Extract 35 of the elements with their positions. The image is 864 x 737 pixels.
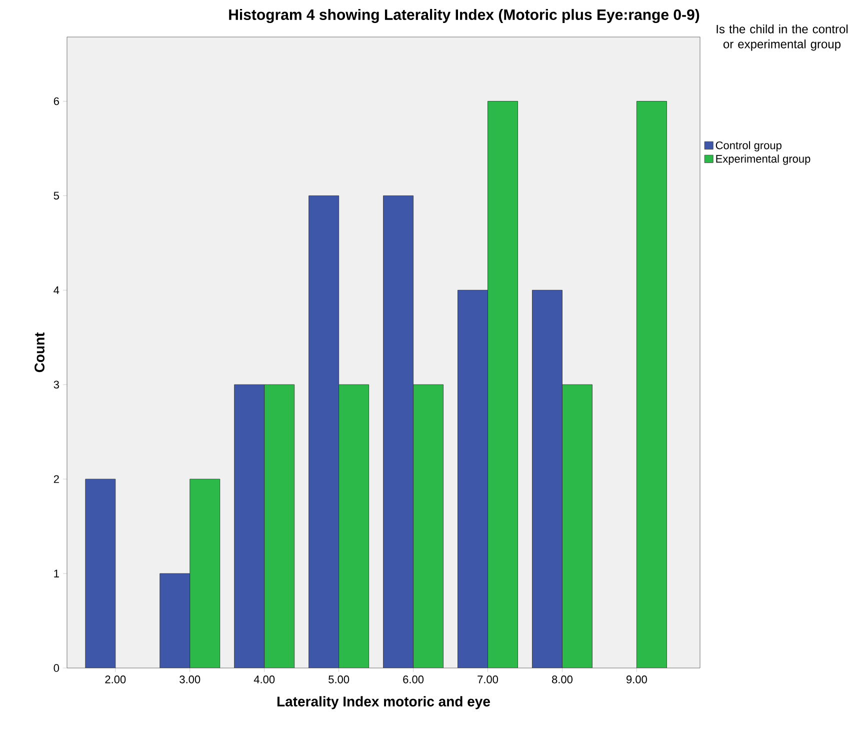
bar	[264, 384, 294, 668]
x-tick-label: 9.00	[626, 676, 647, 684]
bar	[234, 384, 264, 668]
y-tick-label: 4	[54, 286, 60, 294]
x-tick-label: 7.00	[478, 676, 498, 684]
y-tick-label: 3	[54, 380, 59, 389]
bar	[308, 196, 339, 668]
y-tick-label: 6	[54, 97, 59, 106]
x-tick-label: 8.00	[552, 676, 572, 684]
x-tick-label: 2.00	[105, 676, 126, 684]
bar	[562, 384, 592, 668]
x-tick-label: 5.00	[328, 676, 350, 684]
bar	[488, 101, 518, 668]
bar	[458, 290, 488, 668]
y-axis-title: Count	[34, 332, 44, 372]
bar	[636, 101, 667, 668]
bar	[383, 196, 414, 668]
x-tick-label: 3.00	[180, 676, 200, 684]
bar	[532, 290, 562, 668]
y-tick-label: 2	[54, 475, 59, 483]
bar	[338, 384, 369, 668]
x-axis-title: Laterality Index motoric and eye	[277, 696, 490, 710]
bar	[160, 574, 190, 668]
legend-label: Control group	[716, 141, 782, 152]
legend-label: Experimental group	[716, 154, 810, 165]
y-tick-label: 5	[54, 192, 59, 200]
bar	[413, 384, 444, 668]
bar	[85, 478, 116, 668]
x-tick-label: 6.00	[403, 676, 424, 684]
x-tick-label: 4.00	[254, 676, 275, 684]
legend-title: Is the child in the control or experimental group	[716, 24, 848, 51]
bar	[190, 479, 220, 668]
chart-title: Histogram 4 showing Laterality Index (Motoric plus Eye:range 0-9)	[229, 8, 700, 24]
y-tick-label: 0	[54, 664, 60, 672]
y-tick-label: 1	[54, 570, 59, 578]
